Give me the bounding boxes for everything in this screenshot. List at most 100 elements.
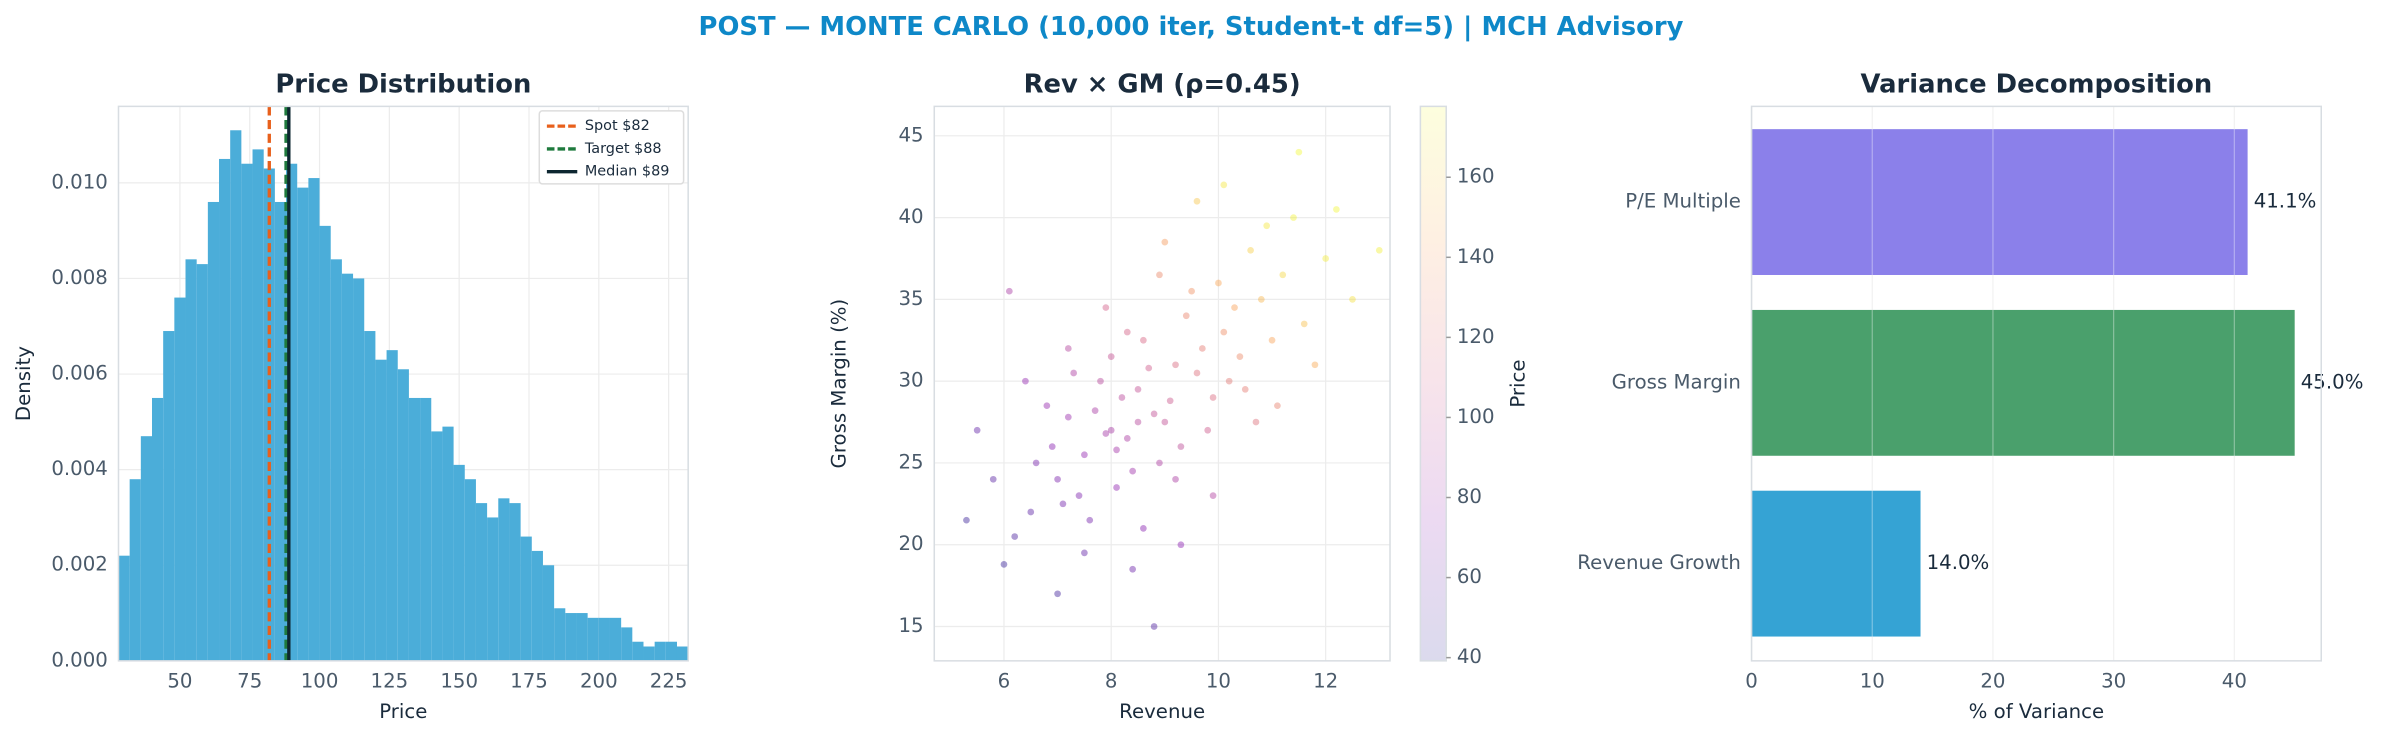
x-tick-label: 150 <box>440 670 478 693</box>
hist-bar <box>654 641 666 661</box>
hist-bar <box>408 397 421 661</box>
x-tick-label: 12 <box>1313 670 1338 693</box>
scatter-point <box>1322 255 1330 262</box>
colorbar-tick-label: 160 <box>1457 165 1495 188</box>
scatter-point <box>1172 361 1179 369</box>
x-tick-label: 200 <box>580 670 618 693</box>
axes-frame <box>117 105 689 662</box>
y-tick-label: 15 <box>899 614 924 637</box>
scatter-point <box>989 475 997 483</box>
scatter-point <box>1129 467 1136 475</box>
x-axis-label: Revenue <box>1119 700 1205 723</box>
scatter-point <box>1022 377 1029 385</box>
scatter-point <box>1150 410 1158 418</box>
hist-bar <box>431 431 443 661</box>
value-label: 41.1% <box>2254 190 2317 213</box>
hist-bar <box>542 565 555 661</box>
legend-label: Target $88 <box>584 141 662 157</box>
scatter-point <box>1193 369 1201 377</box>
hist-bar <box>364 331 376 661</box>
hist-bar <box>308 178 320 661</box>
y-tick-label: 0.000 <box>51 648 108 671</box>
scatter-point <box>1140 336 1147 344</box>
hist-bar <box>464 479 476 661</box>
hist-bar <box>576 613 588 661</box>
hist-bar <box>676 646 689 661</box>
axes-frame <box>1750 105 2322 662</box>
figure-title: POST — MONTE CARLO (10,000 iter, Student… <box>699 12 1684 42</box>
y-tick-label: 30 <box>899 369 924 392</box>
x-tick-label: 175 <box>510 670 548 693</box>
scatter-point <box>1027 508 1035 516</box>
scatter-point <box>1231 304 1238 311</box>
scatter-point <box>1145 364 1153 372</box>
y-tick-label: 0.006 <box>51 362 108 385</box>
scatter-point <box>1048 443 1056 450</box>
scatter-point <box>1107 426 1115 434</box>
hist-bar <box>397 369 409 661</box>
scatter-point <box>1140 525 1147 532</box>
scatter-point <box>1188 287 1195 295</box>
scatter-point <box>1129 565 1136 573</box>
hist-bar <box>587 617 599 661</box>
scatter-point <box>1182 312 1190 320</box>
y-tick-label: Revenue Growth <box>1577 551 1741 574</box>
y-tick-label: 0.002 <box>51 553 108 576</box>
scatter-point <box>1177 443 1185 450</box>
scatter-point <box>1156 459 1163 467</box>
hist-bar <box>319 225 331 661</box>
axis-title: Rev × GM (ρ=0.45) <box>1024 70 1301 100</box>
x-tick-label: 10 <box>1860 670 1885 693</box>
hist-bar <box>241 163 253 661</box>
x-tick-label: 0 <box>1745 670 1758 693</box>
scatter-point <box>1113 484 1120 491</box>
hist-bar <box>420 397 432 661</box>
hist-bar <box>286 163 298 661</box>
scatter-point <box>1000 561 1008 568</box>
axis-title: Variance Decomposition <box>1861 70 2213 100</box>
scatter-point <box>1005 287 1013 295</box>
value-label: 14.0% <box>1927 551 1990 574</box>
hist-bar <box>621 627 633 661</box>
hist-bar <box>453 464 465 661</box>
hist-bar <box>531 550 543 661</box>
scatter-point <box>1193 197 1201 205</box>
hist-bar <box>330 259 342 661</box>
hist-bar <box>185 259 197 661</box>
scatter-point <box>1215 279 1222 287</box>
scatter-point <box>1375 246 1383 254</box>
scatter-point <box>1075 492 1083 499</box>
scatter-point <box>1300 320 1308 328</box>
scatter-point <box>1166 397 1174 405</box>
scatter-point <box>1268 336 1276 344</box>
scatter-point <box>1204 426 1212 434</box>
hist-bar <box>665 641 677 661</box>
hist-bar <box>643 646 655 661</box>
scatter-point <box>1172 475 1179 483</box>
hist-bar <box>163 331 175 661</box>
scatter-point <box>1220 181 1228 189</box>
scatter-point <box>1295 148 1303 156</box>
x-tick-label: 100 <box>301 670 339 693</box>
scatter-point <box>1156 271 1163 279</box>
y-tick-label: 20 <box>899 532 924 555</box>
value-label: 45.0% <box>2301 370 2364 393</box>
scatter-point <box>1097 377 1104 385</box>
scatter-point <box>1059 500 1067 508</box>
scatter-point <box>1043 402 1051 410</box>
y-tick-label: 35 <box>899 287 924 310</box>
scatter-point <box>1241 385 1249 393</box>
x-tick-label: 30 <box>2101 670 2126 693</box>
colorbar-tick-label: 100 <box>1457 405 1495 428</box>
hist-bar <box>353 278 365 661</box>
scatter-point <box>1086 516 1094 524</box>
hist-bar <box>475 503 488 661</box>
hist-bar <box>219 158 231 661</box>
scatter-point <box>1257 296 1265 303</box>
hist-bar <box>230 130 242 661</box>
scatter-point <box>1311 361 1319 369</box>
scatter-point <box>1252 418 1260 426</box>
scatter-point <box>1263 222 1271 230</box>
y-tick-label: 45 <box>899 123 924 146</box>
